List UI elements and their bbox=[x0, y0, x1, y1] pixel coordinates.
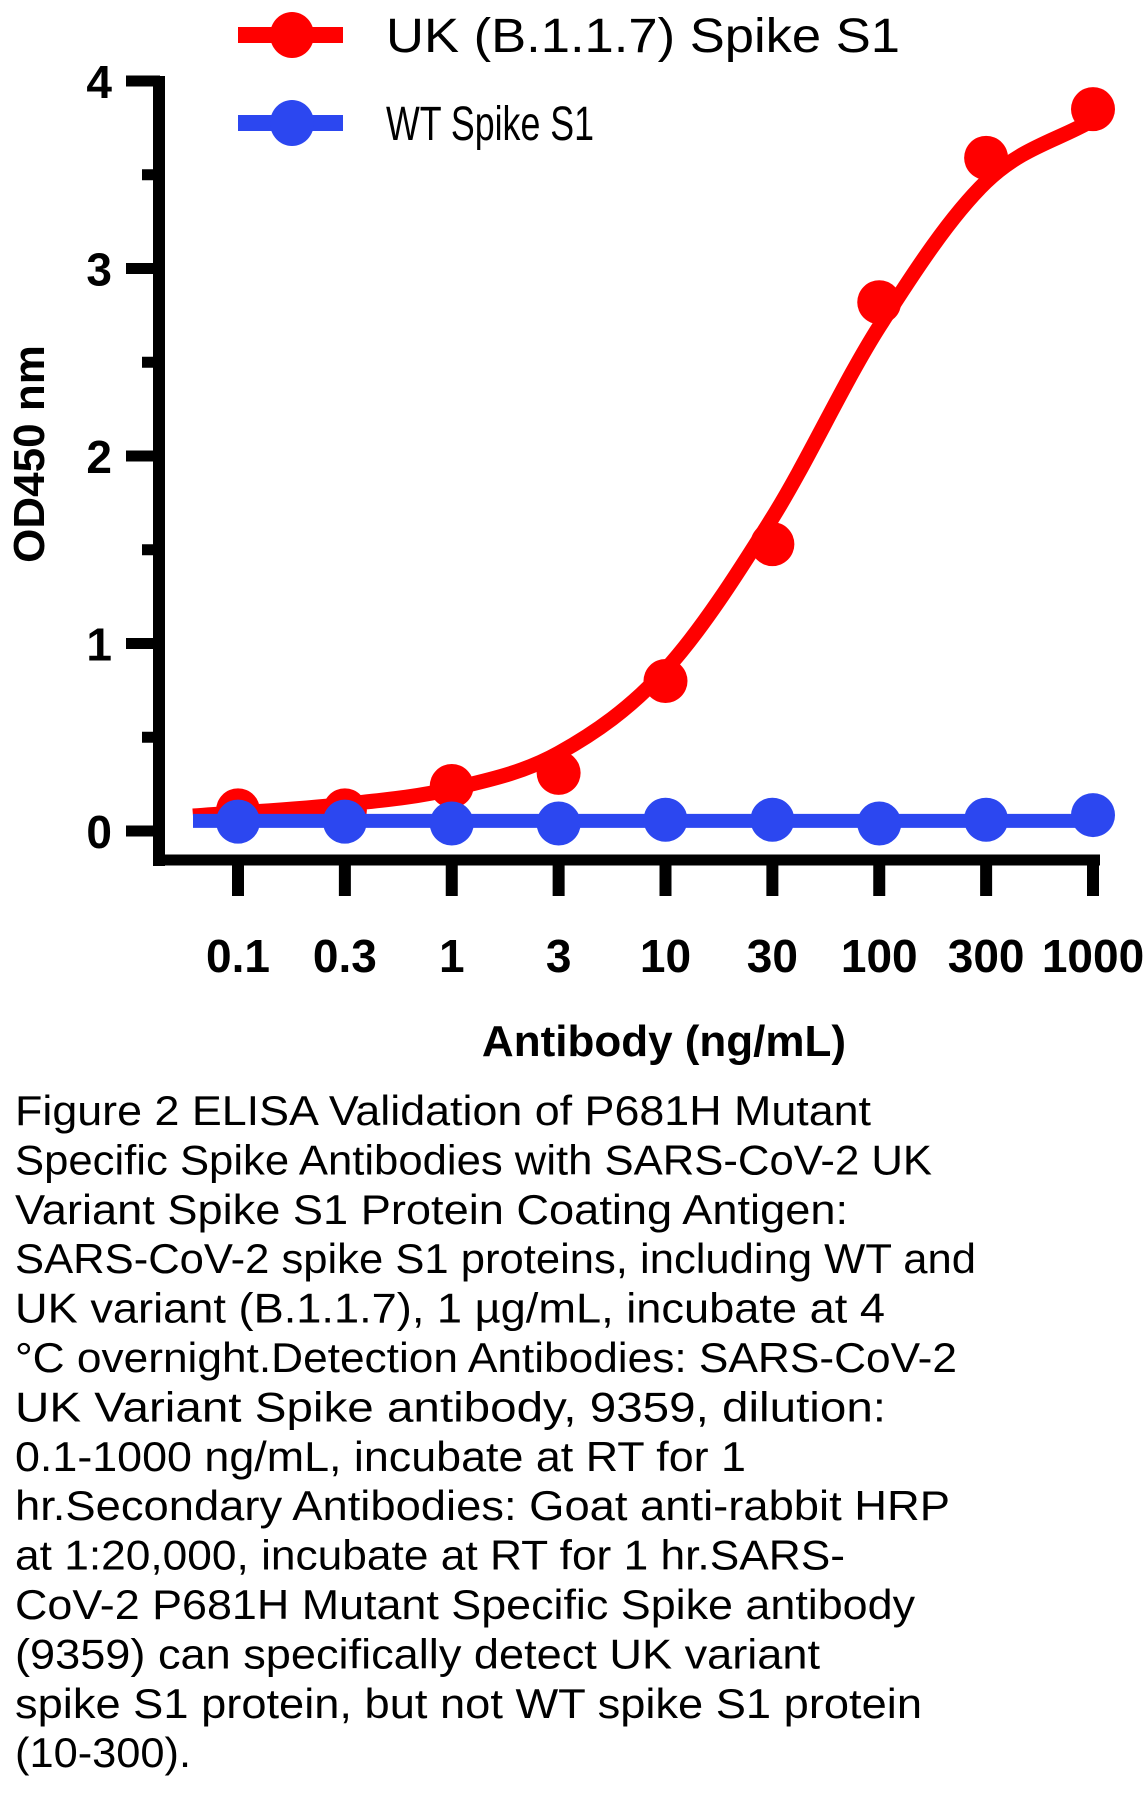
x-tick-label: 100 bbox=[841, 930, 918, 982]
caption-line: Figure 2 ELISA Validation of P681H Mutan… bbox=[15, 1087, 871, 1134]
y-ticks: 0 1 2 3 4 bbox=[86, 56, 160, 858]
caption-line: (9359) can specifically detect UK varian… bbox=[15, 1630, 820, 1677]
uk-spike-s1-point bbox=[1071, 87, 1115, 132]
caption-line: 0.1-1000 ng/mL, incubate at RT for 1 bbox=[15, 1433, 746, 1480]
caption-line: CoV-2 P681H Mutant Specific Spike antibo… bbox=[15, 1581, 915, 1628]
wt-spike-s1-point bbox=[429, 801, 474, 846]
caption-line: UK variant (B.1.1.7), 1 µg/mL, incubate … bbox=[15, 1285, 885, 1332]
y-tick-label: 1 bbox=[86, 619, 112, 671]
y-tick-label: 4 bbox=[86, 56, 112, 108]
axes bbox=[153, 76, 1100, 866]
x-ticks: 0.1 0.3 1 3 10 30 100 300 1000 bbox=[206, 860, 1144, 982]
caption-line: UK Variant Spike antibody, 9359, dilutio… bbox=[15, 1383, 886, 1430]
legend-item: WT Spike S1 bbox=[238, 98, 594, 151]
legend-marker-icon bbox=[270, 12, 314, 58]
legend: UK (B.1.1.7) Spike S1 WT Spike S1 bbox=[238, 10, 900, 151]
wt-spike-s1-point bbox=[322, 799, 367, 844]
x-tick-label: 1000 bbox=[1042, 930, 1144, 982]
x-tick-label: 30 bbox=[747, 930, 798, 982]
uk-spike-s1-point bbox=[536, 750, 581, 795]
x-tick-label: 1 bbox=[439, 930, 465, 982]
wt-spike-s1-point bbox=[536, 801, 581, 846]
uk-spike-s1-point bbox=[429, 764, 474, 808]
legend-label: WT Spike S1 bbox=[386, 98, 594, 151]
legend-label: UK (B.1.1.7) Spike S1 bbox=[386, 10, 900, 63]
caption-line: at 1:20,000, incubate at RT for 1 hr.SAR… bbox=[15, 1532, 845, 1579]
x-tick-label: 3 bbox=[546, 930, 572, 982]
wt-spike-s1-point bbox=[750, 797, 795, 842]
uk-spike-s1-point bbox=[857, 280, 902, 325]
figure-caption: Figure 2 ELISA Validation of P681H Mutan… bbox=[15, 1087, 976, 1776]
x-tick-label: 0.1 bbox=[206, 930, 270, 982]
plot-series bbox=[192, 87, 1115, 846]
caption-line: spike S1 protein, but not WT spike S1 pr… bbox=[15, 1680, 922, 1727]
uk-spike-s1-point bbox=[750, 522, 795, 567]
uk-spike-s1-point bbox=[964, 135, 1009, 180]
x-axis-title: Antibody (ng/mL) bbox=[482, 1017, 846, 1066]
wt-spike-s1-point bbox=[857, 801, 902, 846]
y-tick-label: 3 bbox=[86, 244, 112, 296]
caption-line: °C overnight.Detection Antibodies: SARS-… bbox=[15, 1334, 957, 1381]
caption-line: SARS-CoV-2 spike S1 proteins, including … bbox=[15, 1235, 976, 1282]
wt-spike-s1-point bbox=[643, 797, 688, 842]
caption-line: hr.Secondary Antibodies: Goat anti-rabbi… bbox=[15, 1482, 950, 1529]
x-tick-label: 300 bbox=[948, 930, 1025, 982]
caption-line: (10-300). bbox=[15, 1729, 191, 1776]
wt-spike-s1-point bbox=[216, 799, 260, 844]
legend-item: UK (B.1.1.7) Spike S1 bbox=[238, 10, 900, 63]
wt-spike-s1-point bbox=[1071, 793, 1115, 838]
y-tick-label: 0 bbox=[86, 806, 112, 858]
y-tick-label: 2 bbox=[86, 431, 112, 483]
uk-spike-s1-point bbox=[643, 659, 688, 703]
x-tick-label: 10 bbox=[640, 930, 691, 982]
x-tick-label: 0.3 bbox=[313, 930, 377, 982]
wt-spike-s1-point bbox=[964, 797, 1009, 842]
y-axis-title: OD450 nm bbox=[5, 345, 54, 563]
caption-line: Specific Spike Antibodies with SARS-CoV-… bbox=[15, 1136, 932, 1183]
caption-line: Variant Spike S1 Protein Coating Antigen… bbox=[15, 1186, 848, 1233]
uk-spike-s1-fit-curve bbox=[192, 113, 1097, 824]
legend-marker-icon bbox=[270, 100, 314, 146]
